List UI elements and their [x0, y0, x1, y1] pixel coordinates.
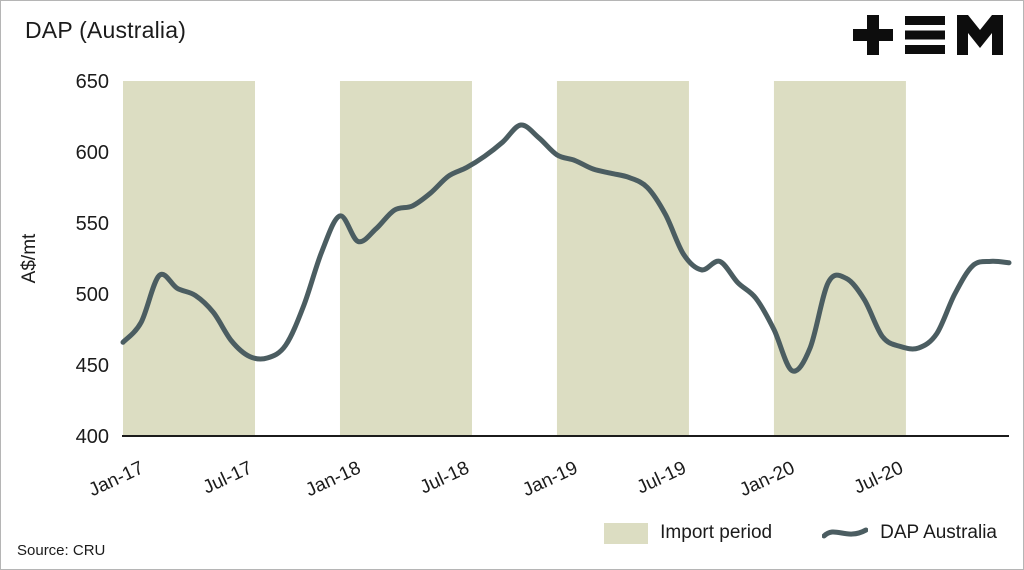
import-period-band [773, 81, 906, 436]
import-period-band [123, 81, 255, 436]
source-note: Source: CRU [17, 542, 106, 559]
x-tick-label: Jul-19 [634, 457, 690, 498]
y-axis-title: A$/mt [19, 233, 40, 283]
y-tick-label: 650 [76, 71, 109, 93]
logo-bar-1 [905, 16, 945, 25]
x-tick-label: Jan-18 [303, 457, 365, 501]
chart-legend: Import period DAP Australia [604, 522, 997, 544]
dap-line-swatch [822, 527, 869, 538]
dap-australia-line [120, 122, 1012, 374]
x-tick-label: Jul-17 [200, 457, 256, 498]
x-tick-label: Jan-17 [86, 457, 148, 501]
import-period-band [339, 81, 472, 436]
x-tick-label: Jul-20 [851, 457, 907, 498]
tem-logo [853, 15, 1003, 55]
legend-series-label: DAP Australia [880, 522, 997, 543]
logo-bar-2 [905, 30, 945, 40]
import-period-swatch [604, 522, 649, 544]
logo-plus-v [867, 15, 879, 55]
logo-m [957, 15, 1003, 55]
y-tick-label: 550 [76, 213, 109, 235]
y-tick-label: 600 [76, 142, 109, 164]
y-tick-label: 400 [76, 426, 109, 448]
x-tick-label: Jul-18 [417, 457, 473, 498]
legend-import-label: Import period [660, 522, 773, 543]
import-period-band [556, 81, 689, 436]
y-tick-label: 450 [76, 355, 109, 377]
x-tick-label: Jan-19 [520, 457, 582, 501]
page-title: DAP (Australia) [25, 17, 187, 43]
y-tick-label: 500 [76, 284, 109, 306]
x-tick-label: Jan-20 [737, 457, 799, 501]
logo-bar-3 [905, 45, 945, 54]
